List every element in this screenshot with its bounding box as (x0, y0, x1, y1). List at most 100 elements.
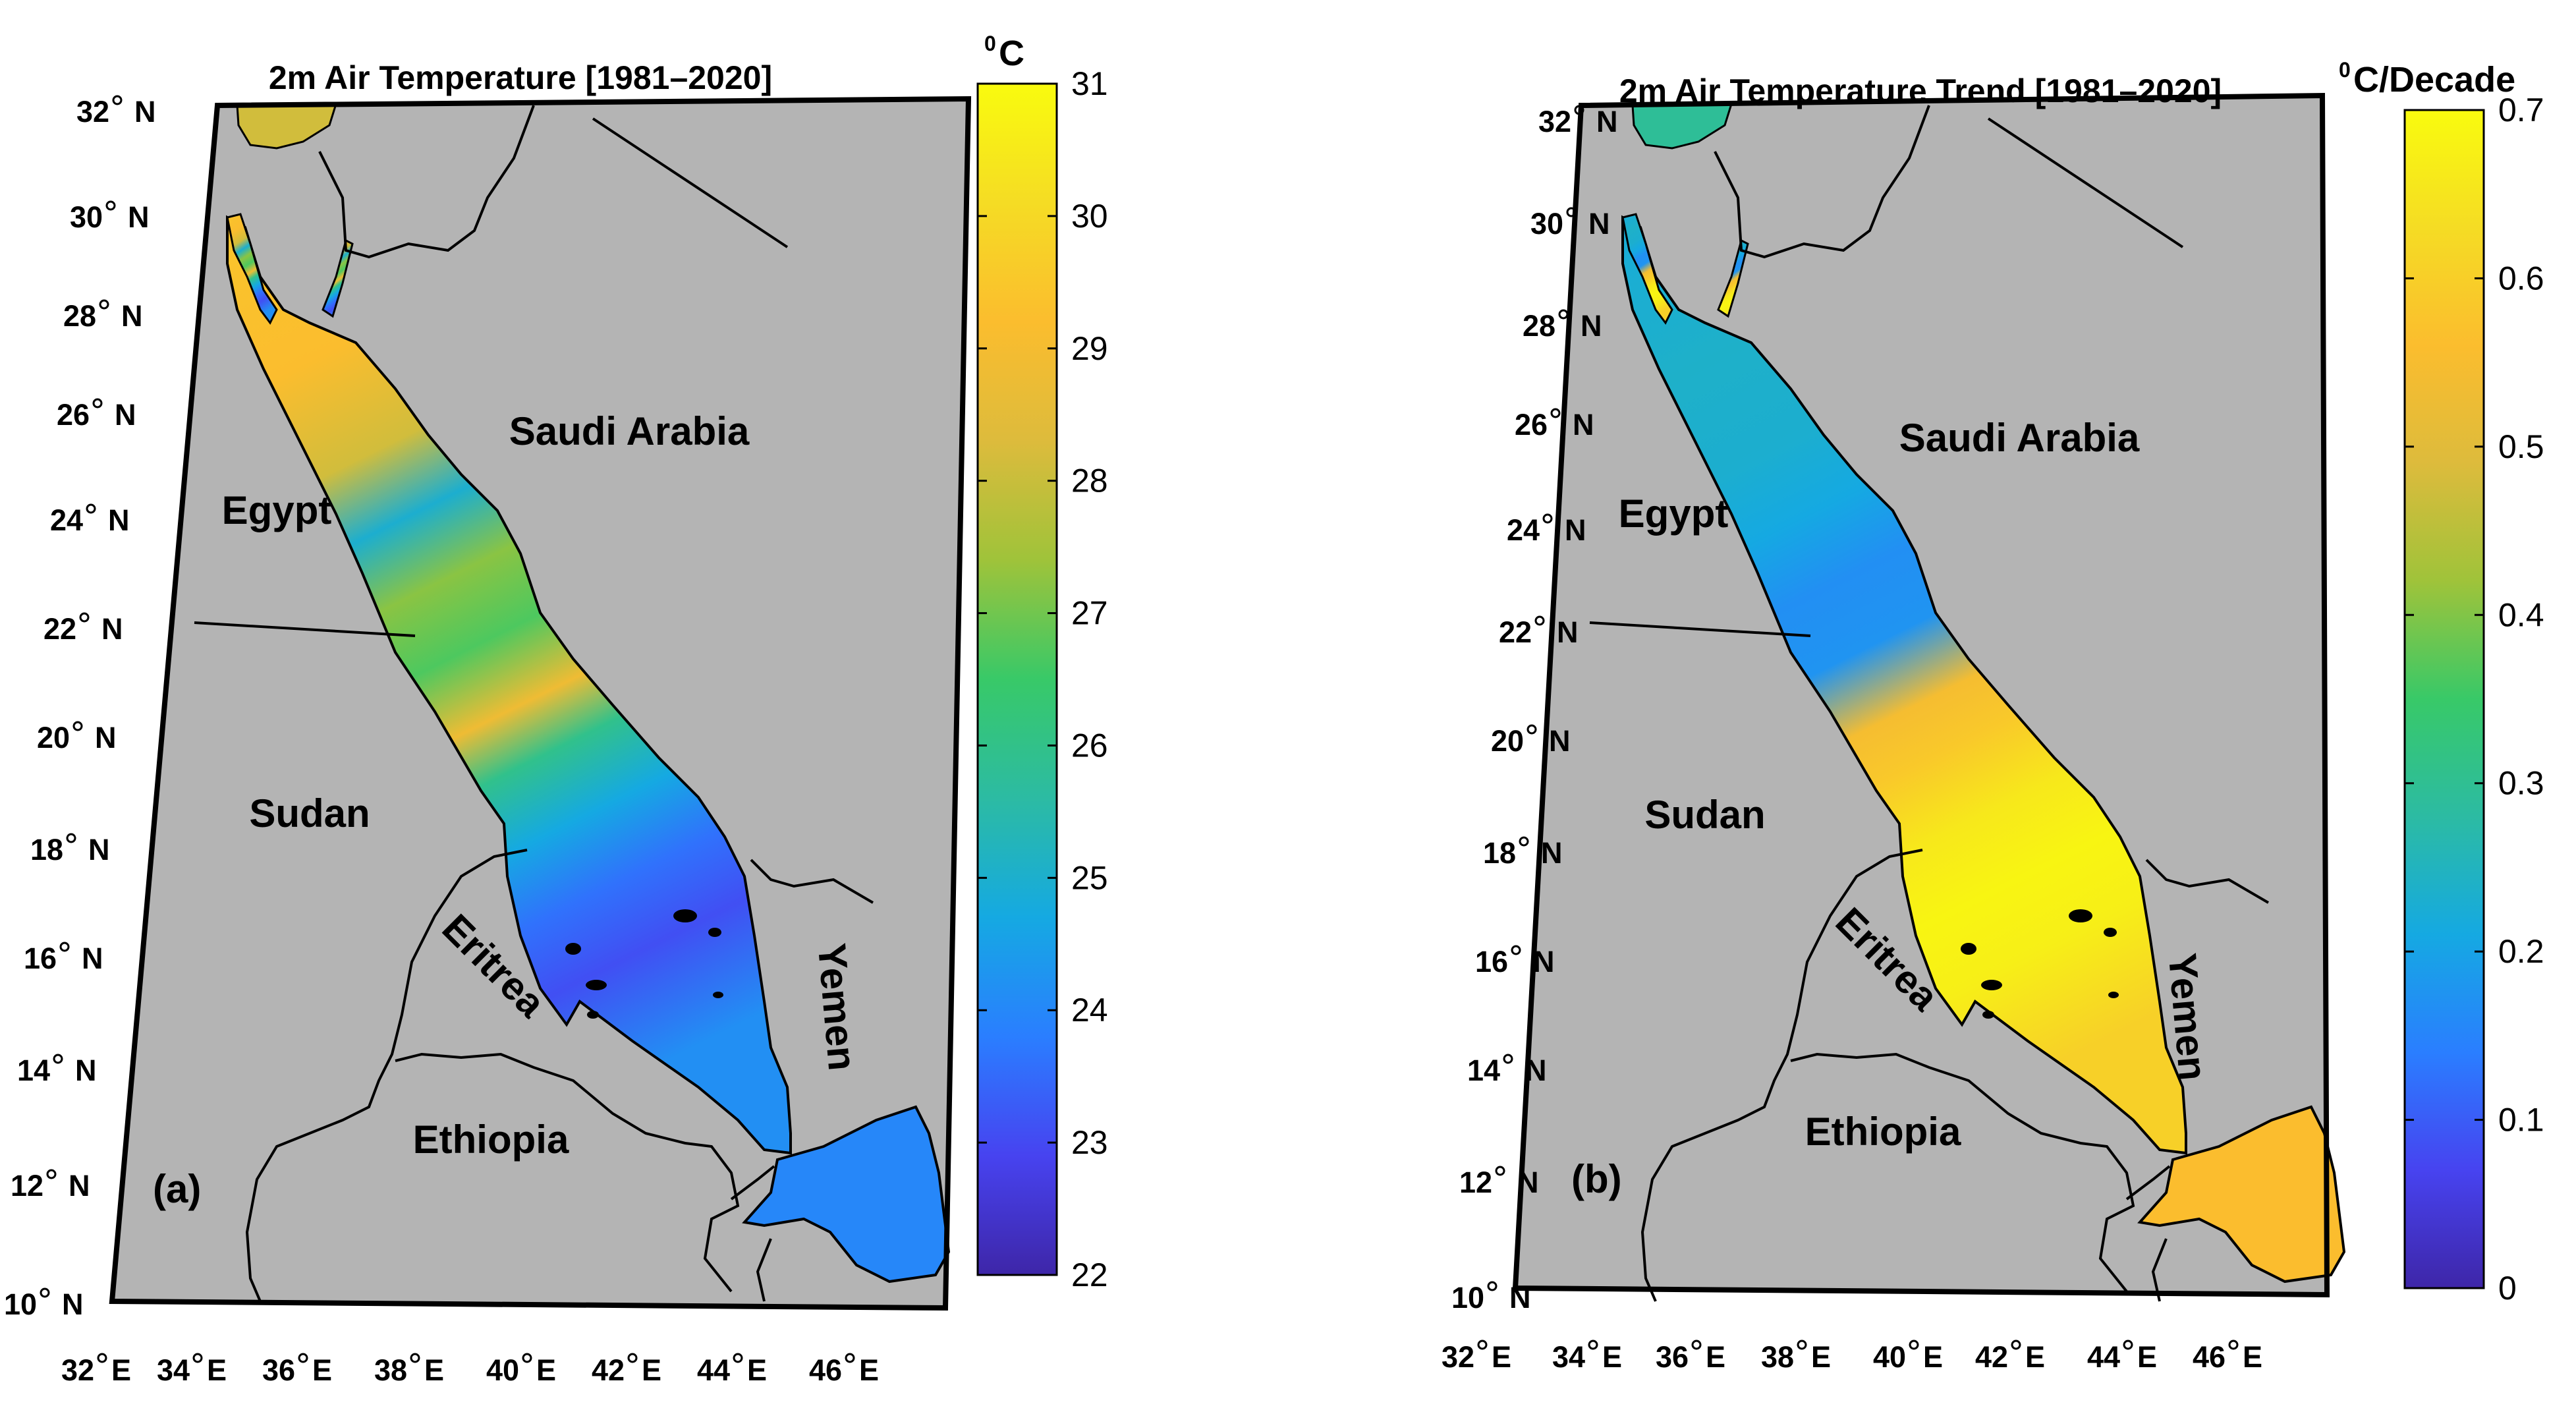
svg-text:26: 26 (57, 398, 90, 432)
gulf-of-aden (742, 1105, 951, 1284)
svg-text:32: 32 (1538, 105, 1571, 138)
svg-text:N: N (108, 503, 130, 537)
colorbar-tick-label: 0.2 (2498, 933, 2544, 970)
svg-text:32: 32 (1442, 1340, 1474, 1374)
svg-text:N: N (115, 398, 136, 432)
gulf-of-aqaba (1717, 239, 1749, 318)
colorbar-tick-label: 29 (1071, 330, 1108, 367)
island (565, 943, 581, 955)
svg-text:E: E (536, 1353, 556, 1387)
border-line (730, 1165, 775, 1200)
island (713, 992, 723, 998)
border-line (395, 1052, 740, 1293)
svg-text:24: 24 (1507, 513, 1540, 547)
svg-text:C/Decade: C/Decade (2353, 60, 2515, 99)
svg-text:20: 20 (37, 721, 70, 754)
svg-text:46: 46 (809, 1353, 842, 1387)
colorbar-tick-label: 0.1 (2498, 1102, 2544, 1139)
svg-text:0: 0 (2339, 58, 2351, 82)
colorbar-tick-label: 0.5 (2498, 428, 2544, 465)
lon-tick-label: 46 E (2193, 1340, 2262, 1374)
island (586, 980, 607, 990)
svg-text:30: 30 (1530, 207, 1563, 240)
lon-tick-label: 36 E (1656, 1340, 1725, 1374)
svg-text:E: E (747, 1353, 767, 1387)
svg-text:N: N (1573, 408, 1594, 441)
svg-text:20: 20 (1491, 724, 1524, 758)
colorbar-tick-label: 0.7 (2498, 92, 2544, 128)
lat-tick-label: 14 N (17, 1054, 97, 1087)
svg-text:N: N (1525, 1054, 1547, 1087)
svg-text:N: N (121, 299, 143, 333)
svg-text:24: 24 (50, 503, 83, 537)
lon-tick-label: 36 E (262, 1353, 332, 1387)
border-line (1640, 849, 1923, 1302)
svg-text:40: 40 (486, 1353, 519, 1387)
svg-text:N: N (1549, 724, 1571, 758)
lon-tick-label: 42 E (592, 1353, 661, 1387)
svg-text:N: N (95, 721, 117, 754)
island (1981, 980, 2002, 990)
lon-tick-label: 42 E (1975, 1340, 2045, 1374)
sea-surface-field (226, 103, 951, 1284)
colorbar-tick-label: 0.6 (2498, 260, 2544, 297)
lon-tick-label: 40 E (1873, 1340, 1943, 1374)
colorbar-gradient (2403, 109, 2485, 1289)
svg-text:E: E (2243, 1340, 2262, 1374)
gulf-of-aden (2137, 1105, 2346, 1284)
svg-text:N: N (62, 1287, 84, 1321)
mediterranean-patch (1631, 103, 1733, 150)
colorbar-tick-label: 27 (1071, 595, 1108, 632)
svg-text:12: 12 (1459, 1166, 1492, 1199)
country-label: Ethiopia (1805, 1110, 1961, 1154)
lat-tick-label: 10 N (1451, 1281, 1531, 1314)
border-line (1987, 117, 2184, 248)
colorbar-tick-label: 0.4 (2498, 596, 2544, 633)
svg-text:E: E (111, 1353, 131, 1387)
map-title: 2m Air Temperature Trend [1981–2020] (1619, 72, 2222, 109)
lat-tick-label: 22 N (1499, 615, 1579, 649)
svg-text:E: E (1811, 1340, 1831, 1374)
country-label: Egypt (222, 488, 332, 532)
svg-text:E: E (1492, 1340, 1511, 1374)
mediterranean-patch (236, 103, 338, 150)
country-label: Ethiopia (413, 1117, 569, 1162)
svg-text:N: N (75, 1054, 97, 1087)
red-sea (1621, 215, 2187, 1155)
svg-text:N: N (1509, 1281, 1531, 1314)
lat-tick-label: 28 N (1523, 309, 1602, 343)
country-label: Sudan (1644, 793, 1765, 837)
island (673, 909, 697, 922)
island (2108, 992, 2119, 998)
svg-text:E: E (1602, 1340, 1622, 1374)
map-frame (1512, 92, 2330, 1298)
island (1982, 1011, 1994, 1019)
border-line (194, 621, 416, 637)
svg-text:38: 38 (1761, 1340, 1794, 1374)
svg-text:N: N (134, 95, 156, 128)
svg-text:46: 46 (2193, 1340, 2226, 1374)
svg-text:E: E (2137, 1340, 2157, 1374)
border-line (318, 105, 535, 259)
lon-tick-label: 38 E (374, 1353, 444, 1387)
border-line (750, 859, 874, 904)
lat-tick-label: 14 N (1467, 1054, 1547, 1087)
svg-text:E: E (1923, 1340, 1943, 1374)
svg-text:12: 12 (11, 1169, 43, 1202)
svg-text:42: 42 (1975, 1340, 2008, 1374)
map-frame (109, 96, 972, 1311)
map-panel-b: 2m Air Temperature Trend [1981–2020] (b) S… (1442, 58, 2544, 1374)
svg-text:E: E (1706, 1340, 1725, 1374)
gulf-of-suez (226, 213, 278, 325)
colorbar-tick-label: 24 (1071, 992, 1108, 1029)
country-borders (1589, 105, 2270, 1302)
lon-tick-label: 34 E (1552, 1340, 1622, 1374)
svg-text:N: N (82, 942, 103, 975)
gulf-of-aqaba (322, 239, 354, 318)
border-line (2145, 859, 2270, 904)
lon-tick-label: 32 E (1442, 1340, 1511, 1374)
svg-text:N: N (1533, 945, 1555, 978)
colorbar-unit: 0 C/Decade (2339, 58, 2515, 99)
lat-tick-label: 22 N (43, 612, 123, 646)
border-line (592, 117, 789, 248)
